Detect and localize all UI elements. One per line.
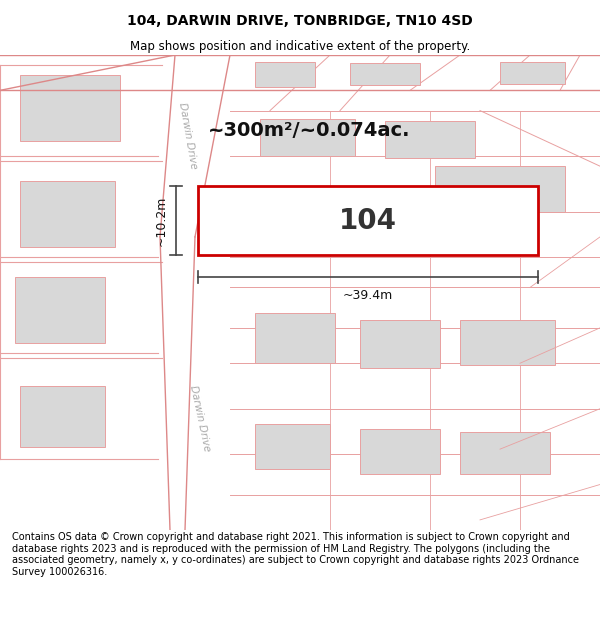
Bar — [385, 121, 475, 158]
Text: Darwin Drive: Darwin Drive — [177, 102, 199, 170]
Bar — [198, 186, 538, 255]
Text: Contains OS data © Crown copyright and database right 2021. This information is : Contains OS data © Crown copyright and d… — [12, 532, 579, 577]
Bar — [350, 63, 420, 86]
Text: ~39.4m: ~39.4m — [343, 289, 393, 302]
Bar — [435, 166, 565, 212]
Bar — [460, 320, 555, 365]
Bar — [360, 429, 440, 474]
Bar — [460, 432, 550, 474]
Bar — [260, 119, 355, 156]
Bar — [360, 320, 440, 368]
Bar — [500, 62, 565, 84]
Bar — [255, 424, 330, 469]
Bar — [255, 312, 335, 363]
Bar — [20, 386, 105, 447]
Bar — [15, 278, 105, 343]
Bar — [0, 55, 600, 91]
Text: Darwin Drive: Darwin Drive — [188, 385, 212, 453]
Text: ~300m²/~0.074ac.: ~300m²/~0.074ac. — [208, 121, 410, 140]
Text: ~10.2m: ~10.2m — [155, 196, 168, 246]
Text: 104: 104 — [339, 207, 397, 235]
Text: 104, DARWIN DRIVE, TONBRIDGE, TN10 4SD: 104, DARWIN DRIVE, TONBRIDGE, TN10 4SD — [127, 14, 473, 28]
Bar — [255, 62, 315, 88]
Bar — [20, 181, 115, 247]
Bar — [20, 75, 120, 141]
Text: Map shows position and indicative extent of the property.: Map shows position and indicative extent… — [130, 39, 470, 52]
Polygon shape — [158, 55, 230, 530]
